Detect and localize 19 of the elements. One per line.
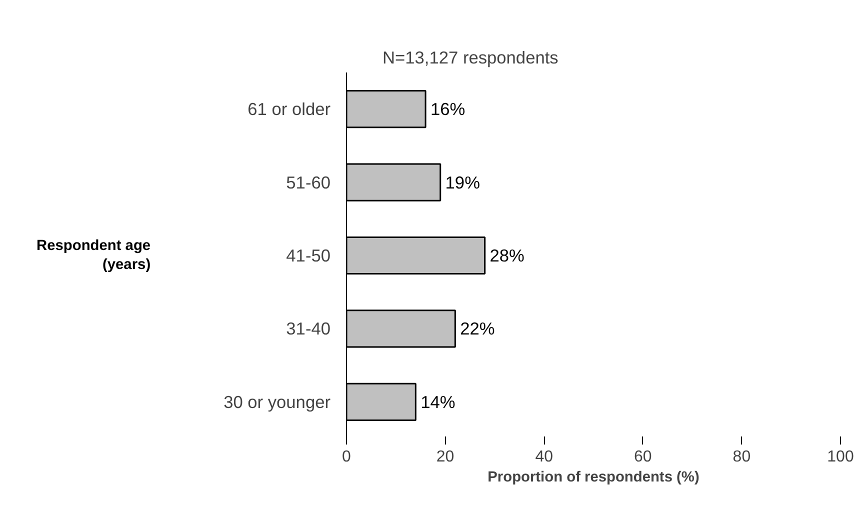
x-tick-label: 100 [827,448,854,466]
y-axis-title: Respondent age (years) [36,238,151,274]
data-label: 22% [460,318,495,339]
y-tick-label: 61 or older [248,99,331,120]
x-tick-label: 40 [535,448,554,466]
data-label: 14% [420,392,456,412]
x-tick-label: 20 [436,448,454,466]
x-tick-label: 60 [634,448,652,466]
x-tick-label: 0 [342,448,352,466]
data-label: 19% [445,172,480,192]
y-tick-label: 31-40 [286,318,331,339]
y-tick-label: 41-50 [286,246,331,266]
x-axis-title: Proportion of respondents (%) [488,470,700,486]
y-tick-label: 30 or younger [224,392,331,412]
chart-title: N=13,127 respondents [382,48,559,68]
data-label: 28% [490,246,524,266]
data-label: 16% [430,99,466,120]
y-tick-label: 51-60 [286,172,331,192]
x-tick-label: 80 [732,448,751,466]
